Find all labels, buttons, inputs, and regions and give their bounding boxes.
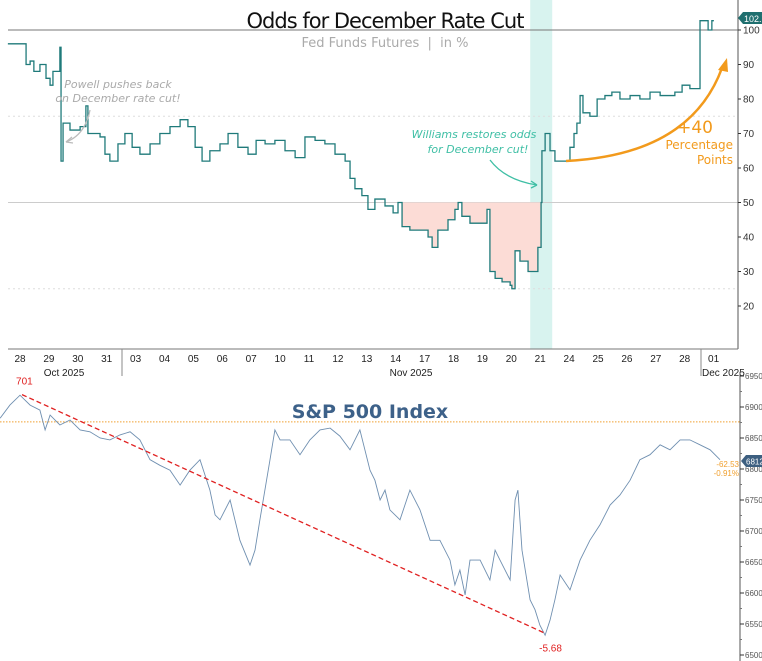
- williams-arrowhead: [530, 180, 538, 189]
- sp500-title: S&P 500 Index: [292, 401, 448, 423]
- sp500-y-tick-label: 6700: [745, 527, 762, 536]
- sp500-y-tick-label: 6550: [745, 620, 762, 629]
- sp500-y-tick-label: 6600: [745, 589, 762, 598]
- x-tick-label: 28: [14, 354, 26, 365]
- powell-arrow: [65, 109, 91, 143]
- sp500-y-axis: 6500 6550 6600 6650 6700 6750 6800 6850 6900 6950: [739, 372, 762, 661]
- x-tick-label: 31: [101, 354, 113, 365]
- x-tick-label: 01: [708, 354, 720, 365]
- change-annotation-line3: Points: [697, 153, 733, 167]
- sp500-y-tick-label: 6800: [745, 465, 762, 474]
- sp500-last-value-label: 6812.6: [746, 458, 762, 467]
- x-tick-label: 10: [275, 354, 287, 365]
- change-annotation-value: +40: [677, 118, 713, 138]
- powell-annotation-line2: on December rate cut!: [55, 92, 180, 105]
- change-percent-label: -0.91%: [714, 469, 739, 478]
- y-tick-label: 50: [743, 198, 755, 209]
- month-label: Oct 2025: [44, 368, 85, 379]
- odds-series-line: [7, 20, 714, 290]
- change-arrow: [565, 67, 724, 163]
- x-tick-label: 05: [188, 354, 200, 365]
- y-tick-label: 100: [743, 26, 760, 37]
- x-tick-label: 29: [43, 354, 55, 365]
- trend-start-label: 701: [16, 377, 33, 388]
- x-tick-label: 17: [419, 354, 431, 365]
- x-tick-label: 24: [564, 354, 576, 365]
- x-tick-label: 19: [477, 354, 489, 365]
- x-tick-label: 11: [304, 354, 315, 365]
- x-tick-label: 28: [679, 354, 691, 365]
- x-tick-label: 13: [361, 354, 373, 365]
- x-tick-label: 04: [159, 354, 171, 365]
- x-tick-label: 21: [535, 354, 547, 365]
- sp500-chart: S&P 500 Index 701 -5.68 6500 6550 6600 6650…: [0, 372, 762, 661]
- x-tick-label: 25: [592, 354, 604, 365]
- trend-end-label: -5.68: [539, 643, 562, 654]
- change-annotation-line2: Percentage: [665, 138, 733, 152]
- sp500-y-tick-label: 6850: [745, 434, 762, 443]
- y-tick-label: 20: [743, 302, 755, 313]
- x-tick-label: 26: [621, 354, 633, 365]
- y-tick-label: 80: [743, 95, 755, 106]
- month-label: Nov 2025: [390, 368, 433, 379]
- sp500-y-tick-label: 6500: [745, 651, 762, 660]
- date-x-axis: 28 29 30 31 03 04 05 06 07 10 11 12 13 14 17 18 19 20 21 24…: [8, 348, 745, 379]
- y-tick-label: 90: [743, 60, 755, 71]
- x-tick-label: 14: [390, 354, 402, 365]
- highlight-band-nov21: [530, 0, 553, 349]
- sp500-y-tick-label: 6750: [745, 496, 762, 505]
- last-value-label: 102.7: [744, 14, 762, 24]
- y-tick-label: 60: [743, 164, 755, 175]
- x-tick-label: 30: [72, 354, 84, 365]
- sp500-series-line: [0, 394, 721, 637]
- y-tick-label: 70: [743, 129, 755, 140]
- change-arrowhead: [718, 58, 728, 72]
- odds-y-axis: 20 30 40 50 60 70 80 90 100: [737, 0, 760, 349]
- x-tick-label: 12: [332, 354, 344, 365]
- x-tick-label: 20: [506, 354, 518, 365]
- x-tick-label: 07: [246, 354, 258, 365]
- y-tick-label: 40: [743, 233, 755, 244]
- sp500-y-tick-label: 6900: [745, 403, 762, 412]
- sp500-last-value-tag: 6812.6: [741, 455, 762, 467]
- powell-annotation-line1: Powell pushes back: [64, 78, 172, 91]
- chart-subtitle: Fed Funds Futures | in %: [302, 36, 469, 51]
- x-tick-label: 27: [650, 354, 662, 365]
- below-50-shading: [398, 202, 542, 289]
- sp500-y-tick-label: 6950: [745, 372, 762, 381]
- month-label: Dec 2025: [702, 368, 745, 379]
- williams-arrow: [489, 159, 538, 186]
- trend-line: [21, 394, 546, 634]
- x-tick-label: 06: [217, 354, 229, 365]
- y-tick-label: 30: [743, 267, 755, 278]
- last-value-tag: 102.7: [738, 12, 762, 24]
- odds-chart: Odds for December Rate Cut Fed Funds Fut…: [7, 0, 762, 379]
- powell-arrowhead: [65, 136, 74, 144]
- change-points-label: -62.53: [716, 460, 739, 469]
- odds-gridlines: [8, 29, 738, 290]
- williams-annotation-line1: Williams restores odds: [412, 128, 537, 141]
- x-tick-label: 03: [130, 354, 142, 365]
- chart-title: Odds for December Rate Cut: [247, 9, 525, 33]
- sp500-y-tick-label: 6650: [745, 558, 762, 567]
- x-tick-label: 18: [448, 354, 460, 365]
- williams-annotation-line2: for December cut!: [428, 143, 529, 156]
